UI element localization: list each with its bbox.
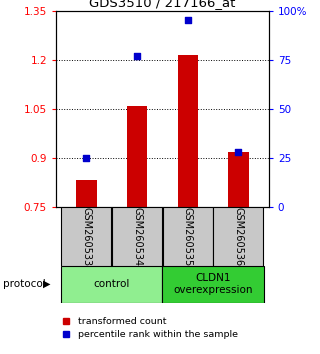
Point	[84, 155, 89, 161]
Text: GSM260535: GSM260535	[183, 207, 193, 266]
Title: GDS3510 / 217166_at: GDS3510 / 217166_at	[89, 0, 236, 10]
Text: GSM260533: GSM260533	[81, 207, 92, 266]
Text: control: control	[93, 279, 130, 289]
Point	[236, 149, 241, 155]
Bar	[228, 152, 249, 207]
Bar	[163, 266, 264, 303]
Text: CLDN1
overexpression: CLDN1 overexpression	[173, 273, 253, 295]
Legend: transformed count, percentile rank within the sample: transformed count, percentile rank withi…	[56, 318, 238, 339]
Text: ▶: ▶	[43, 279, 50, 289]
Bar	[76, 180, 97, 207]
Bar	[61, 207, 111, 266]
Bar	[213, 207, 263, 266]
Point	[185, 18, 190, 23]
Point	[134, 53, 140, 59]
Text: GSM260536: GSM260536	[233, 207, 244, 266]
Bar	[61, 266, 163, 303]
Bar	[127, 106, 147, 207]
Bar	[163, 207, 213, 266]
Text: GSM260534: GSM260534	[132, 207, 142, 266]
Bar	[112, 207, 162, 266]
Text: protocol: protocol	[3, 279, 46, 289]
Bar	[178, 55, 198, 207]
